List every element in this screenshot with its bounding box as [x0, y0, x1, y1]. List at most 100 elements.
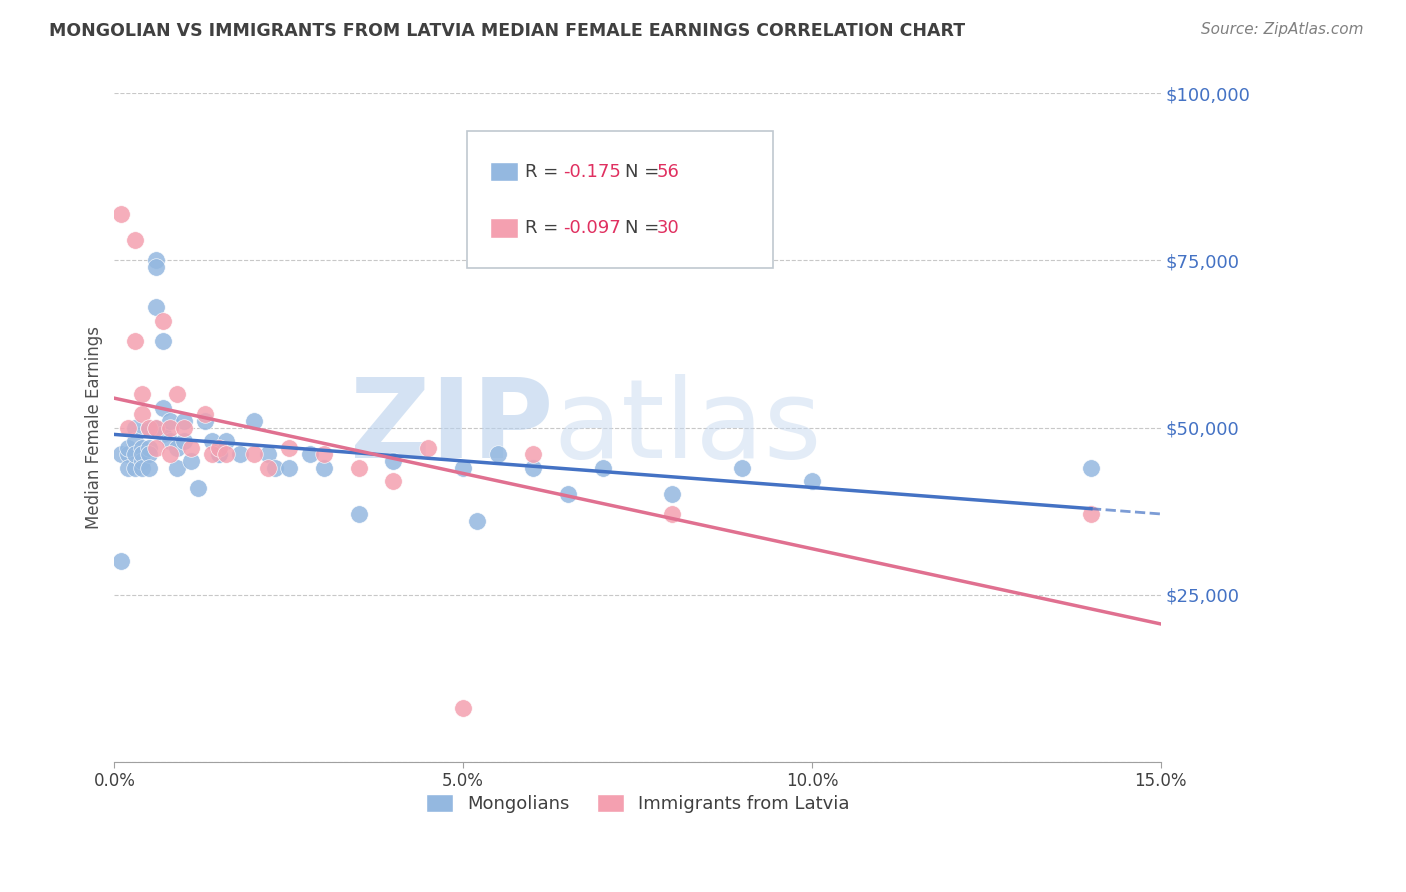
Point [173, 420, 195, 434]
Point [201, 434, 224, 448]
Text: MONGOLIAN VS IMMIGRANTS FROM LATVIA MEDIAN FEMALE EARNINGS CORRELATION CHART: MONGOLIAN VS IMMIGRANTS FROM LATVIA MEDI… [49, 22, 966, 40]
Point [124, 447, 146, 461]
Point [138, 420, 160, 434]
Point [117, 441, 139, 455]
Point [465, 514, 488, 528]
Point [661, 487, 683, 501]
Legend: Mongolians, Immigrants from Latvia: Mongolians, Immigrants from Latvia [426, 794, 849, 813]
Point [131, 454, 153, 468]
Text: -0.175: -0.175 [562, 162, 620, 180]
Point [347, 508, 370, 522]
Point [208, 441, 231, 455]
Point [152, 334, 174, 348]
Point [159, 420, 181, 434]
Point [312, 460, 335, 475]
Point [257, 460, 280, 475]
Y-axis label: Median Female Earnings: Median Female Earnings [86, 326, 103, 529]
Point [592, 460, 614, 475]
Point [124, 460, 146, 475]
Point [180, 454, 202, 468]
Point [173, 414, 195, 428]
Point [152, 427, 174, 442]
Point [145, 260, 167, 274]
Point [229, 447, 252, 461]
Point [451, 460, 474, 475]
Point [347, 460, 370, 475]
Point [243, 414, 266, 428]
Text: 56: 56 [657, 162, 681, 180]
Point [110, 207, 132, 221]
Point [522, 460, 544, 475]
Point [187, 481, 209, 495]
Text: N =: N = [624, 162, 665, 180]
Point [131, 441, 153, 455]
Point [180, 441, 202, 455]
Point [382, 454, 405, 468]
Point [215, 434, 238, 448]
Point [263, 460, 285, 475]
Point [277, 441, 299, 455]
Point [152, 401, 174, 415]
Point [145, 300, 167, 314]
Point [159, 447, 181, 461]
Point [522, 447, 544, 461]
Point [1080, 508, 1102, 522]
Point [110, 447, 132, 461]
Point [1080, 460, 1102, 475]
Point [194, 414, 217, 428]
Point [166, 460, 188, 475]
Point [138, 447, 160, 461]
Point [131, 407, 153, 421]
Point [124, 234, 146, 248]
Point [661, 508, 683, 522]
Point [382, 474, 405, 488]
Text: Source: ZipAtlas.com: Source: ZipAtlas.com [1201, 22, 1364, 37]
Point [418, 441, 440, 455]
Point [731, 460, 754, 475]
Point [215, 447, 238, 461]
Point [138, 420, 160, 434]
Point [110, 554, 132, 568]
Point [257, 447, 280, 461]
Point [298, 447, 321, 461]
Text: N =: N = [624, 219, 665, 237]
Point [138, 460, 160, 475]
Text: atlas: atlas [554, 374, 823, 481]
Text: R =: R = [524, 162, 569, 180]
Point [145, 441, 167, 455]
Point [117, 420, 139, 434]
Point [145, 420, 167, 434]
Text: ZIP: ZIP [350, 374, 554, 481]
Point [201, 447, 224, 461]
Point [159, 414, 181, 428]
Point [208, 447, 231, 461]
Text: 30: 30 [657, 219, 679, 237]
Point [124, 434, 146, 448]
Point [124, 420, 146, 434]
Point [800, 474, 823, 488]
Point [166, 387, 188, 401]
Point [138, 441, 160, 455]
Point [486, 447, 509, 461]
Point [117, 447, 139, 461]
Text: R =: R = [524, 219, 569, 237]
Point [117, 460, 139, 475]
Point [124, 334, 146, 348]
Point [173, 434, 195, 448]
Point [145, 253, 167, 268]
Point [131, 447, 153, 461]
Point [208, 447, 231, 461]
Point [145, 420, 167, 434]
Point [131, 387, 153, 401]
Point [312, 447, 335, 461]
Point [277, 460, 299, 475]
Point [159, 434, 181, 448]
Point [557, 487, 579, 501]
Text: -0.097: -0.097 [562, 219, 620, 237]
Point [243, 447, 266, 461]
Point [451, 701, 474, 715]
Point [131, 460, 153, 475]
Point [152, 313, 174, 327]
Point [194, 407, 217, 421]
Point [166, 441, 188, 455]
